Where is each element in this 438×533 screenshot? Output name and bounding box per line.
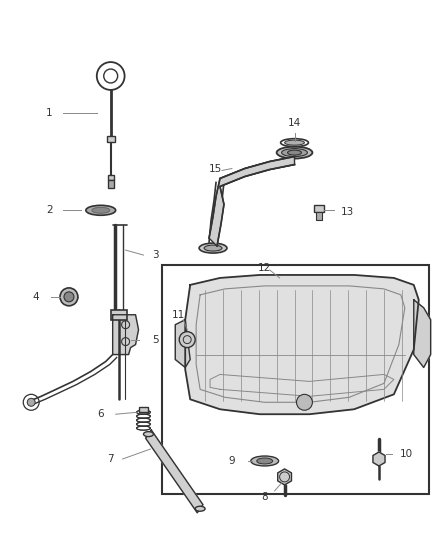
Circle shape bbox=[297, 394, 312, 410]
Text: 1: 1 bbox=[46, 108, 53, 118]
Polygon shape bbox=[414, 300, 431, 367]
Text: 8: 8 bbox=[261, 492, 268, 502]
Bar bbox=[107, 136, 115, 142]
Bar bbox=[138, 407, 148, 412]
Polygon shape bbox=[209, 157, 294, 246]
Circle shape bbox=[179, 332, 195, 348]
Text: 5: 5 bbox=[152, 335, 159, 345]
Ellipse shape bbox=[86, 205, 116, 215]
Circle shape bbox=[64, 292, 74, 302]
Bar bbox=[108, 175, 114, 181]
Polygon shape bbox=[113, 315, 138, 354]
Text: 3: 3 bbox=[152, 250, 159, 260]
Ellipse shape bbox=[199, 243, 227, 253]
Ellipse shape bbox=[144, 432, 153, 437]
Ellipse shape bbox=[288, 150, 301, 155]
Polygon shape bbox=[145, 430, 203, 513]
Ellipse shape bbox=[257, 458, 273, 464]
Bar bbox=[138, 409, 149, 431]
Ellipse shape bbox=[277, 147, 312, 158]
Bar bbox=[108, 181, 114, 188]
Text: 15: 15 bbox=[208, 164, 222, 174]
Text: 2: 2 bbox=[46, 205, 53, 215]
Circle shape bbox=[60, 288, 78, 306]
Ellipse shape bbox=[204, 245, 222, 251]
Bar bbox=[111, 310, 127, 320]
Text: 9: 9 bbox=[229, 456, 235, 466]
Ellipse shape bbox=[195, 506, 205, 511]
Text: 14: 14 bbox=[288, 118, 301, 128]
Ellipse shape bbox=[282, 149, 307, 157]
Bar bbox=[162, 265, 429, 494]
Circle shape bbox=[27, 398, 35, 406]
Polygon shape bbox=[185, 275, 419, 414]
Text: 13: 13 bbox=[341, 207, 354, 217]
Polygon shape bbox=[175, 320, 190, 367]
Text: 11: 11 bbox=[172, 310, 185, 320]
Ellipse shape bbox=[92, 207, 110, 213]
Bar bbox=[314, 205, 324, 212]
Text: 10: 10 bbox=[400, 449, 413, 459]
Polygon shape bbox=[373, 452, 385, 466]
Text: 12: 12 bbox=[258, 263, 271, 273]
Text: 7: 7 bbox=[107, 454, 114, 464]
Text: 4: 4 bbox=[33, 292, 39, 302]
Text: 6: 6 bbox=[97, 409, 104, 419]
Bar bbox=[316, 212, 322, 220]
Ellipse shape bbox=[251, 456, 279, 466]
Polygon shape bbox=[278, 469, 291, 485]
Ellipse shape bbox=[285, 140, 304, 145]
